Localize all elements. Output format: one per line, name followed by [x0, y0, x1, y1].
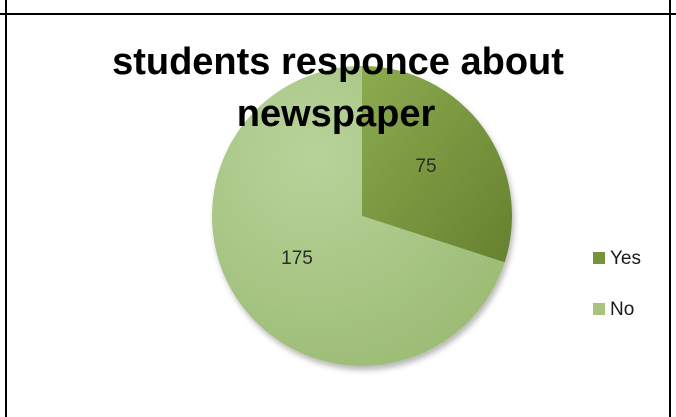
legend-swatch-no [593, 303, 605, 315]
pie-slice-no [212, 66, 505, 366]
pie-data-labels: 75 175 [281, 156, 436, 269]
data-label-no: 175 [281, 248, 313, 269]
data-label-yes: 75 [415, 156, 436, 177]
pie-slices [212, 66, 512, 366]
legend-item-yes: Yes [593, 248, 641, 269]
chart-legend: Yes No [593, 248, 641, 320]
legend-label-yes: Yes [610, 248, 641, 269]
chart-title-line-1: students responce about [112, 41, 564, 83]
legend-label-no: No [610, 299, 634, 320]
legend-swatch-yes [593, 252, 605, 264]
chart-title-line-2: newspaper [237, 93, 436, 135]
legend-item-no: No [593, 299, 634, 320]
pie-slice-yes [362, 66, 512, 263]
